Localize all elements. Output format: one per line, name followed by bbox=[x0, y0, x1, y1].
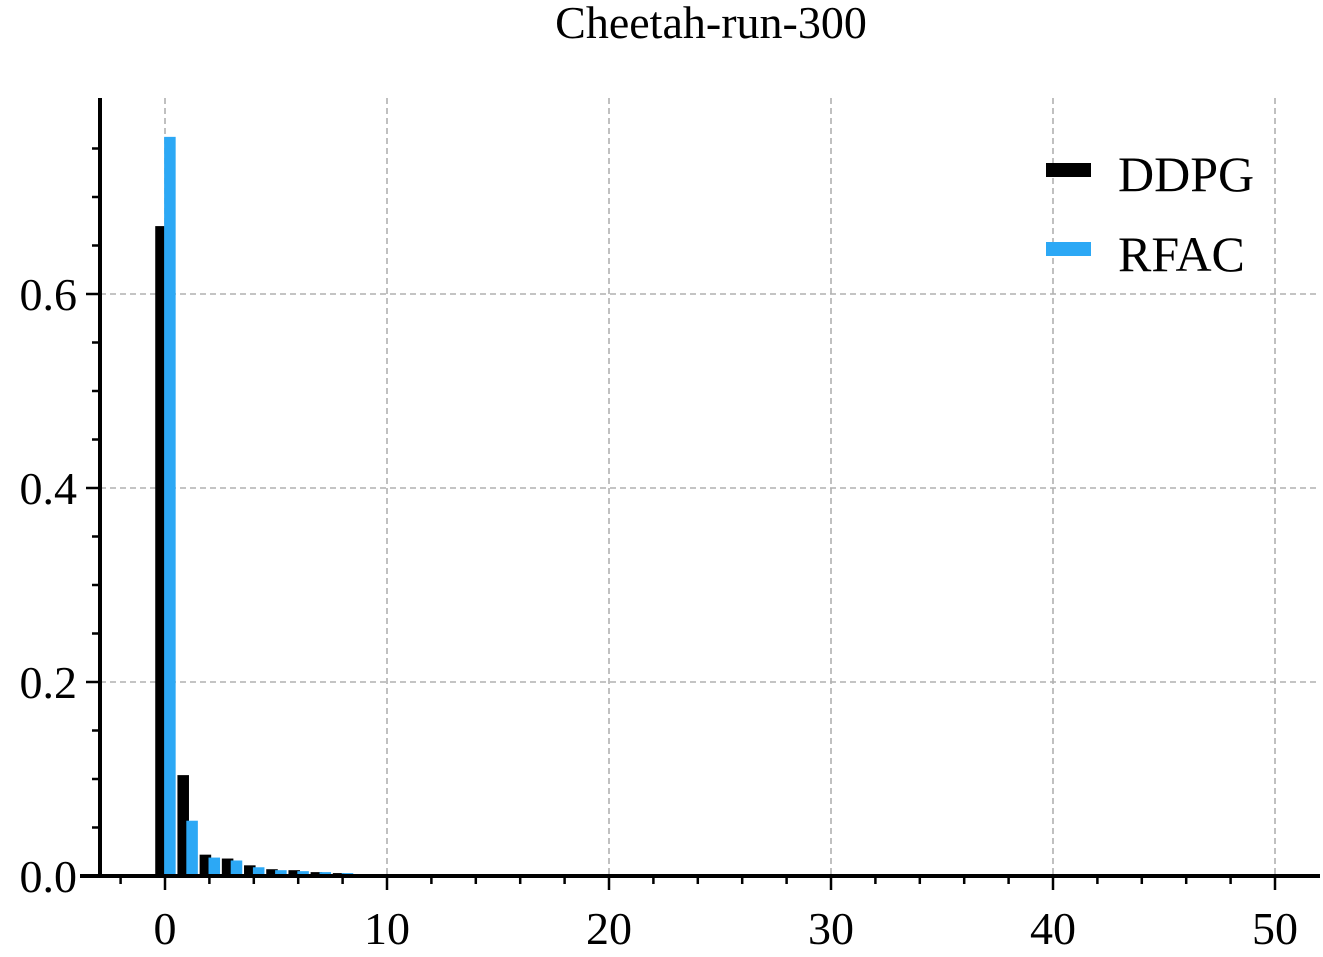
x-tick-label: 40 bbox=[1030, 903, 1076, 954]
x-tick-label: 20 bbox=[586, 903, 632, 954]
bar-rfac bbox=[186, 820, 198, 876]
bar-ddpg bbox=[177, 775, 189, 876]
legend: DDPG RFAC bbox=[1046, 146, 1254, 282]
grid-lines bbox=[100, 98, 1320, 876]
bar-rfac bbox=[208, 857, 221, 876]
bar-rfac bbox=[230, 860, 243, 876]
bar-ddpg bbox=[288, 870, 300, 876]
x-tick-label: 50 bbox=[1252, 903, 1298, 954]
bar-rfac bbox=[275, 870, 287, 876]
bar-ddpg bbox=[155, 226, 167, 877]
bar-ddpg bbox=[266, 869, 278, 876]
y-tick-label: 0.6 bbox=[20, 269, 78, 320]
x-tick-label: 10 bbox=[364, 903, 410, 954]
x-tick-label: 30 bbox=[808, 903, 854, 954]
bar-rfac bbox=[164, 136, 176, 877]
axes: 0 10 20 30 40 50 0.0 0.2 0.4 0.6 bbox=[20, 98, 1320, 954]
legend-label-rfac: RFAC bbox=[1118, 226, 1245, 282]
chart-title: Cheetah-run-300 bbox=[555, 0, 867, 48]
y-tick-label: 0.4 bbox=[20, 463, 78, 514]
legend-label-ddpg: DDPG bbox=[1118, 146, 1254, 202]
y-tick-label: 0.2 bbox=[20, 657, 78, 708]
bars bbox=[155, 136, 376, 877]
bar-rfac bbox=[297, 871, 309, 876]
y-tick-label: 0.0 bbox=[20, 851, 78, 902]
x-tick-label: 0 bbox=[154, 903, 177, 954]
bar-ddpg bbox=[199, 854, 212, 876]
bar-ddpg bbox=[244, 865, 256, 876]
bar-rfac bbox=[252, 867, 265, 876]
legend-swatch-ddpg bbox=[1046, 163, 1091, 177]
legend-swatch-rfac bbox=[1046, 242, 1091, 256]
bar-ddpg bbox=[221, 858, 234, 876]
